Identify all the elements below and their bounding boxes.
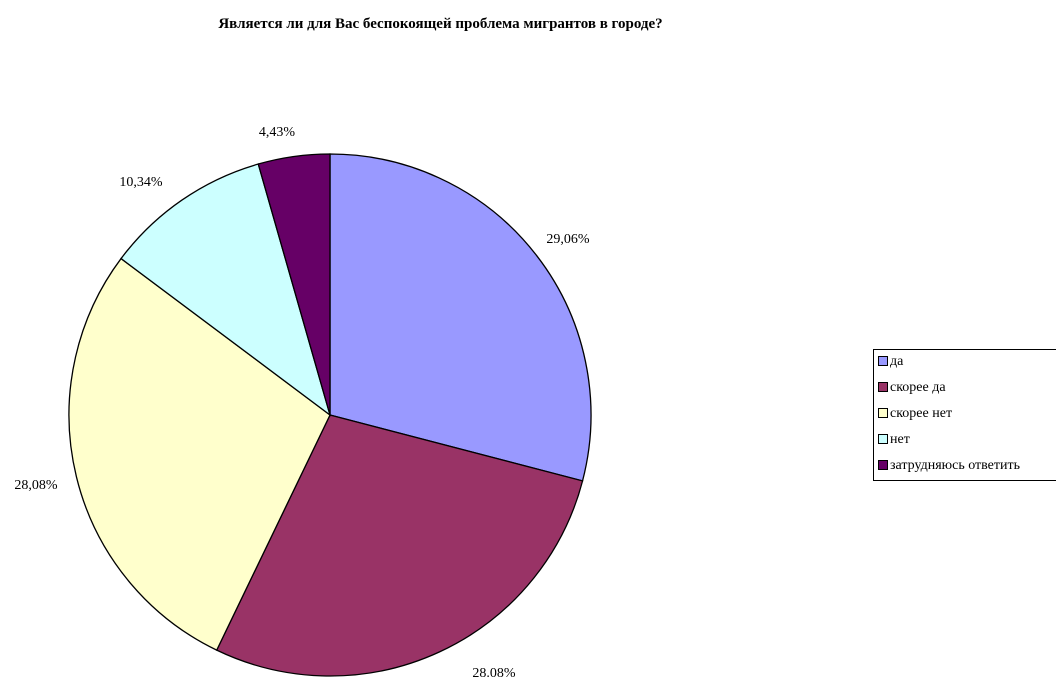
legend-swatch-net: [878, 433, 888, 444]
chart-title: Является ли для Вас беспокоящей проблема…: [218, 16, 663, 32]
legend-swatch-skoree-net: [878, 407, 888, 418]
slice-zatrudnyayus: [257, 153, 331, 416]
data-label-da: 29,06%: [546, 232, 590, 247]
data-label-net: 10,34%: [119, 175, 163, 190]
legend-item-skoree-net: скорее нет: [878, 406, 952, 422]
slice-skoree-da: [215, 414, 584, 677]
slice-da: [329, 153, 592, 482]
legend-swatch-da: [878, 355, 888, 366]
data-label-skoree-net: 28,08%: [14, 478, 58, 493]
slice-skoree-net: [68, 257, 331, 651]
legend-label: затрудняюсь ответить: [890, 458, 1021, 473]
legend-item-net: нет: [878, 432, 910, 448]
slice-net: [120, 163, 332, 417]
data-label-skoree-da: 28.08%: [472, 666, 516, 681]
legend-label: скорее нет: [890, 406, 953, 421]
chart-legend: да скорее да скорее нет нет затрудняюсь …: [873, 349, 1056, 481]
legend-item-skoree-da: скорее да: [878, 380, 946, 396]
legend-item-da: да: [878, 354, 903, 370]
legend-swatch-zatrudnyayus: [878, 459, 888, 470]
legend-label: да: [890, 354, 904, 369]
legend-label: нет: [890, 432, 910, 447]
legend-item-zatrudnyayus: затрудняюсь ответить: [878, 458, 1020, 474]
legend-swatch-skoree-da: [878, 381, 888, 392]
legend-label: скорее да: [890, 380, 946, 395]
data-label-zatrudnyayus: 4,43%: [259, 125, 296, 140]
